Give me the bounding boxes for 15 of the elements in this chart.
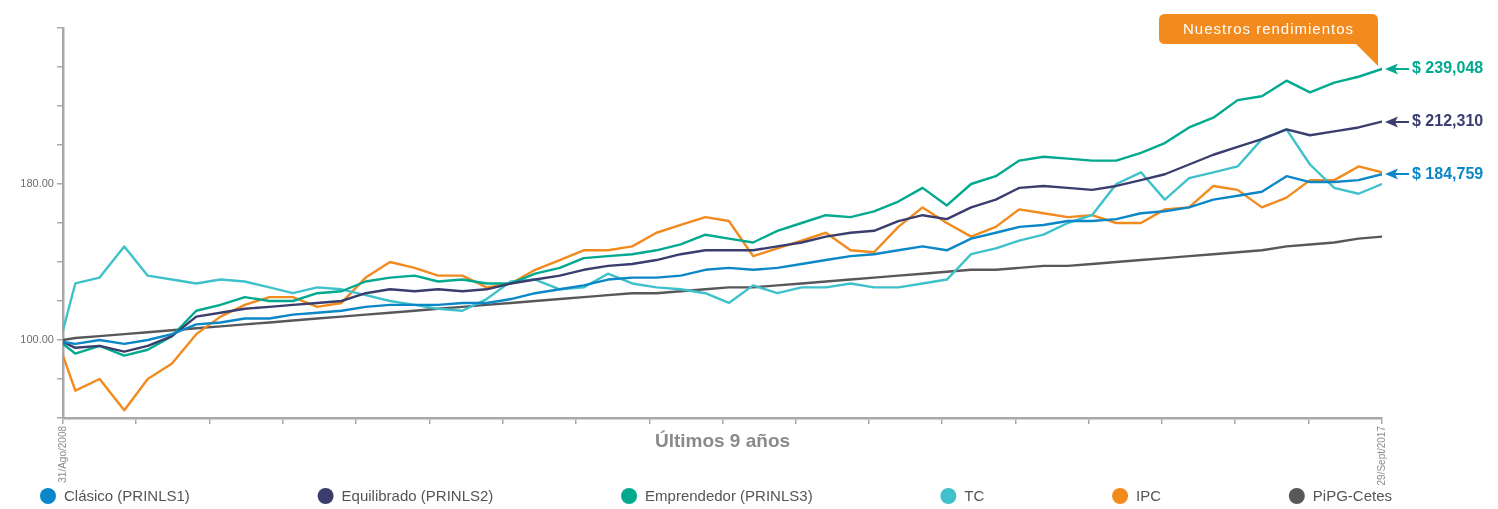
y-tick-label: 180.00 bbox=[20, 177, 54, 190]
x-tick-label: 29/Sept/2017 bbox=[1375, 425, 1387, 486]
legend-label: TC bbox=[964, 487, 985, 505]
x-tick-label: 31/Ago/2008 bbox=[56, 425, 68, 483]
annotation: $ 184,759 bbox=[1412, 164, 1484, 182]
annotation: $ 239,048 bbox=[1412, 59, 1484, 77]
legend-label: Clásico (PRINLS1) bbox=[64, 487, 190, 505]
annotation: Nuestros rendimientos bbox=[1181, 19, 1356, 39]
legend-label: Equilibrado (PRINLS2) bbox=[341, 487, 494, 505]
annotation: $ 212,310 bbox=[1412, 112, 1484, 130]
legend-label: PiPG-Cetes bbox=[1312, 487, 1393, 505]
y-tick-label: 100.00 bbox=[20, 333, 54, 346]
legend-label: IPC bbox=[1136, 487, 1162, 505]
legend-label: Emprendedor (PRINLS3) bbox=[645, 487, 813, 505]
x-axis-title: Últimos 9 años bbox=[654, 430, 791, 452]
